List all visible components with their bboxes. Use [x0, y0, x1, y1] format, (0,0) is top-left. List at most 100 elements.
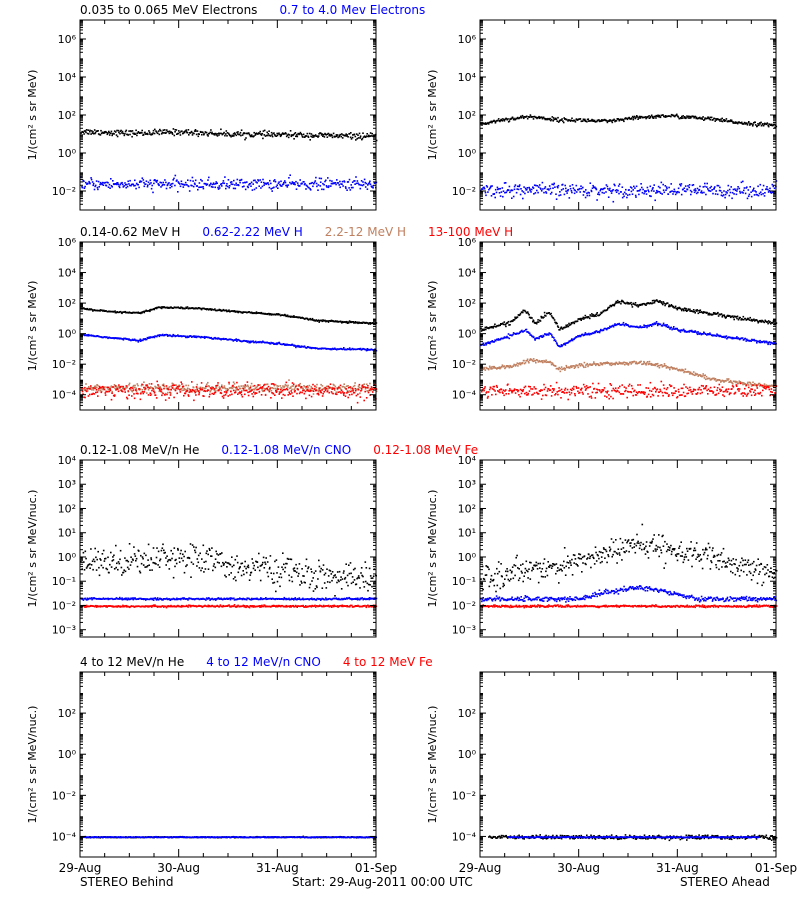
data-point — [491, 195, 493, 197]
data-point — [134, 180, 136, 182]
data-point — [579, 363, 581, 365]
data-point — [287, 385, 289, 387]
data-point — [184, 184, 186, 186]
data-point — [712, 314, 714, 316]
data-point — [589, 195, 591, 197]
data-point — [662, 114, 664, 116]
data-point — [293, 385, 295, 387]
data-point — [554, 319, 556, 321]
data-point — [252, 189, 254, 191]
data-point — [526, 189, 528, 191]
data-point — [678, 192, 680, 194]
data-point — [120, 130, 122, 132]
data-point — [253, 396, 255, 398]
data-point — [109, 184, 111, 186]
data-point — [188, 129, 190, 131]
data-point — [134, 385, 136, 387]
data-point — [325, 390, 327, 392]
data-point — [343, 383, 345, 385]
data-point — [194, 184, 196, 186]
data-point — [147, 387, 149, 389]
data-point — [233, 390, 235, 392]
data-point — [624, 325, 626, 327]
data-point — [218, 134, 220, 136]
data-point — [482, 188, 484, 190]
data-point — [226, 130, 228, 132]
data-point — [674, 191, 676, 193]
data-point — [537, 192, 539, 194]
data-point — [484, 344, 486, 346]
data-point — [188, 385, 190, 387]
data-point — [177, 388, 179, 390]
data-point — [369, 383, 371, 385]
data-point — [635, 196, 637, 198]
y-tick-label: 10⁻⁴ — [52, 389, 77, 402]
data-point — [694, 192, 696, 194]
data-point — [519, 184, 521, 186]
data-point — [576, 191, 578, 193]
data-point — [556, 120, 558, 122]
data-point — [319, 390, 321, 392]
data-point — [167, 389, 169, 391]
data-point — [674, 189, 676, 191]
data-point — [129, 134, 131, 136]
data-point — [251, 393, 253, 395]
data-point — [82, 391, 84, 393]
data-point — [140, 399, 142, 401]
data-point — [302, 388, 304, 390]
data-point — [346, 189, 348, 191]
data-point — [124, 135, 126, 137]
data-point — [243, 186, 245, 188]
data-point — [260, 187, 262, 189]
data-point — [533, 118, 535, 120]
data-point — [137, 132, 139, 134]
data-point — [323, 184, 325, 186]
data-point — [193, 133, 195, 135]
data-point — [244, 387, 246, 389]
data-point — [290, 386, 292, 388]
data-point — [514, 189, 516, 191]
data-point — [295, 181, 297, 183]
data-point — [245, 384, 247, 386]
data-point — [148, 394, 150, 396]
data-point — [246, 181, 248, 183]
data-point — [523, 118, 525, 120]
data-point — [233, 180, 235, 182]
data-point — [596, 312, 598, 314]
data-point — [216, 182, 218, 184]
data-point — [618, 185, 620, 187]
data-point — [235, 188, 237, 190]
data-point — [199, 182, 201, 184]
data-point — [652, 302, 654, 304]
data-point — [150, 182, 152, 184]
data-point — [322, 385, 324, 387]
data-point — [331, 391, 333, 393]
data-point — [210, 129, 212, 131]
data-point — [289, 174, 291, 176]
data-point — [352, 137, 354, 139]
data-point — [180, 186, 182, 188]
data-point — [323, 391, 325, 393]
data-point — [185, 393, 187, 395]
data-point — [726, 118, 728, 120]
data-point — [491, 366, 493, 368]
data-point — [700, 309, 702, 311]
data-point — [362, 181, 364, 183]
data-point — [296, 188, 298, 190]
data-point — [181, 390, 183, 392]
data-point — [667, 302, 669, 304]
data-point — [359, 384, 361, 386]
data-point — [310, 390, 312, 392]
data-point — [748, 121, 750, 123]
data-point — [642, 189, 644, 191]
data-point — [715, 193, 717, 195]
data-point — [320, 133, 322, 135]
data-point — [268, 133, 270, 135]
data-point — [640, 189, 642, 191]
data-point — [589, 318, 591, 320]
data-point — [647, 189, 649, 191]
data-point — [657, 191, 659, 193]
data-point — [676, 114, 678, 116]
data-point — [525, 311, 527, 313]
data-point — [358, 137, 360, 139]
